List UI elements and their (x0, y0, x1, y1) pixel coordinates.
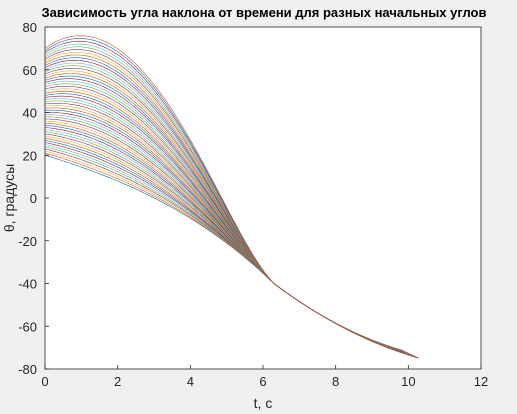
y-tick-label: 80 (23, 20, 37, 35)
x-tick-label: 10 (401, 374, 415, 389)
chart-title: Зависимость угла наклона от времени для … (42, 5, 487, 20)
x-tick-label: 4 (187, 374, 194, 389)
x-tick-label: 12 (474, 374, 488, 389)
series-line (44, 35, 420, 359)
y-tick-label: 40 (23, 106, 37, 121)
y-axis-ticks: 80 60 40 20 0 -20 -40 -60 -80 (18, 20, 49, 377)
y-tick-label: 20 (23, 148, 37, 163)
y-tick-label: -20 (18, 234, 37, 249)
y-tick-label: -60 (18, 319, 37, 334)
y-tick-label: -80 (18, 362, 37, 377)
x-tick-label: 8 (332, 374, 339, 389)
series-curves (44, 35, 420, 359)
x-tick-label: 6 (259, 374, 266, 389)
x-tick-label: 2 (114, 374, 121, 389)
x-axis-label: t, c (254, 395, 273, 411)
y-axis-label: θ, градусы (1, 164, 17, 232)
x-tick-label: 0 (41, 374, 48, 389)
plot-area (45, 27, 481, 369)
y-tick-label: 0 (30, 191, 37, 206)
y-tick-label: 60 (23, 63, 37, 78)
y-tick-label: -40 (18, 277, 37, 292)
x-axis-ticks: 0 2 4 6 8 10 12 (41, 365, 488, 389)
